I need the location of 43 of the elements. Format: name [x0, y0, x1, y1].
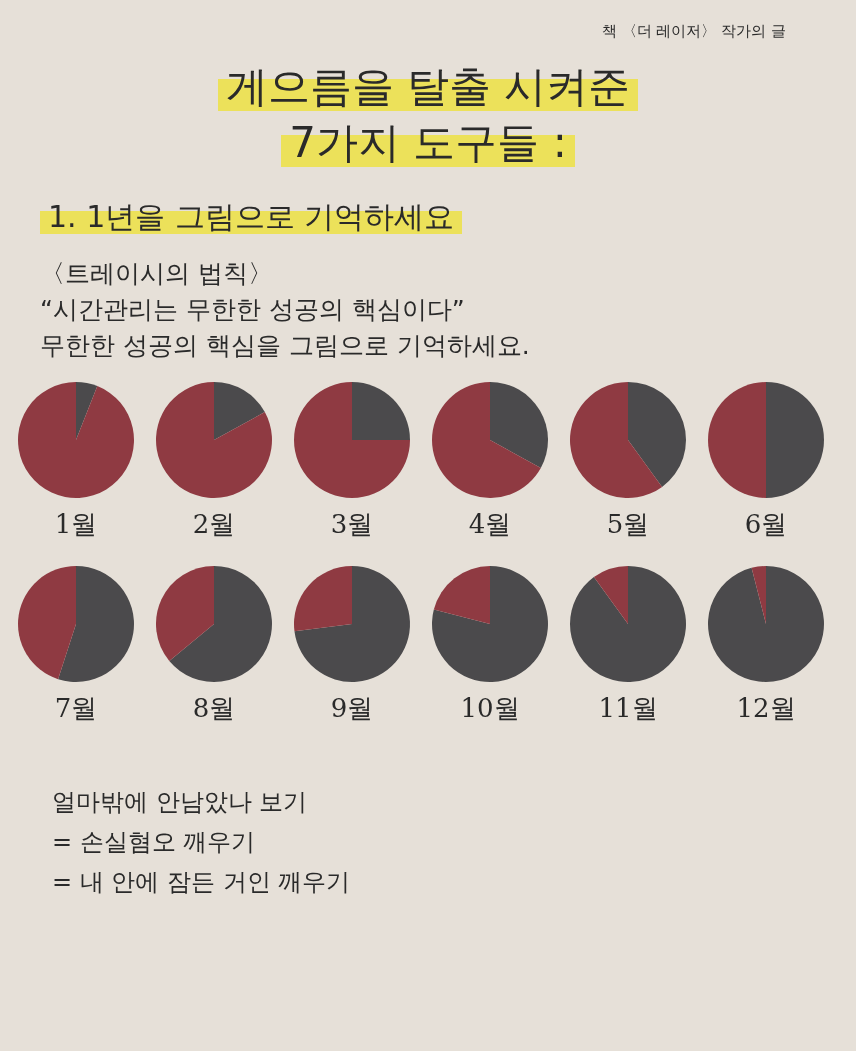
pie-slice [628, 382, 686, 487]
pie-slice [593, 566, 628, 624]
text: “시간관리는 무한한 성공의 핵심이다” [40, 294, 466, 326]
pie-slice [294, 566, 410, 682]
pie-slice [433, 566, 490, 624]
text: = 손실혐오 깨우기 [52, 827, 257, 858]
text: = 내 안에 잠든 거인 깨우기 [52, 867, 352, 898]
pie-slice [156, 566, 214, 661]
pie-slice [766, 382, 824, 498]
text: 4월 [468, 509, 512, 539]
text: 7월 [54, 693, 98, 723]
text: 11월 [598, 693, 658, 723]
text: 6월 [744, 509, 788, 539]
pie-slice [18, 382, 134, 498]
pie-slice [708, 382, 766, 498]
pie-slice [294, 566, 352, 632]
text: 1월 [54, 509, 98, 539]
pie-slice [490, 382, 548, 468]
text: 책 〈더 레이저〉 작가의 글 [600, 21, 787, 41]
text: 얼마밖에 안남았나 보기 [52, 787, 309, 818]
pie-slice [18, 566, 76, 680]
pie-slice [352, 382, 410, 440]
pie-slice [708, 566, 824, 682]
text: 3월 [330, 509, 374, 539]
text: 5월 [606, 509, 650, 539]
text: 12월 [736, 693, 796, 723]
pie-slice [58, 566, 134, 682]
pie-slice [751, 566, 766, 624]
pie-slice [214, 382, 265, 440]
pie-slice [570, 382, 663, 498]
text: 9월 [330, 693, 374, 723]
pie-slice [76, 382, 98, 440]
pie-slice [169, 566, 272, 682]
text: 2월 [192, 509, 236, 539]
text: 10월 [460, 693, 520, 723]
pie-slice [294, 382, 410, 498]
pie-slice [156, 382, 272, 498]
pie-slice [432, 566, 548, 682]
text: 〈트레이시의 법칙〉 [40, 258, 274, 290]
text: 8월 [192, 693, 236, 723]
text: 무한한 성공의 핵심을 그림으로 기억하세요. [40, 330, 531, 362]
pie-slice [570, 566, 686, 682]
pie-slice [432, 382, 541, 498]
